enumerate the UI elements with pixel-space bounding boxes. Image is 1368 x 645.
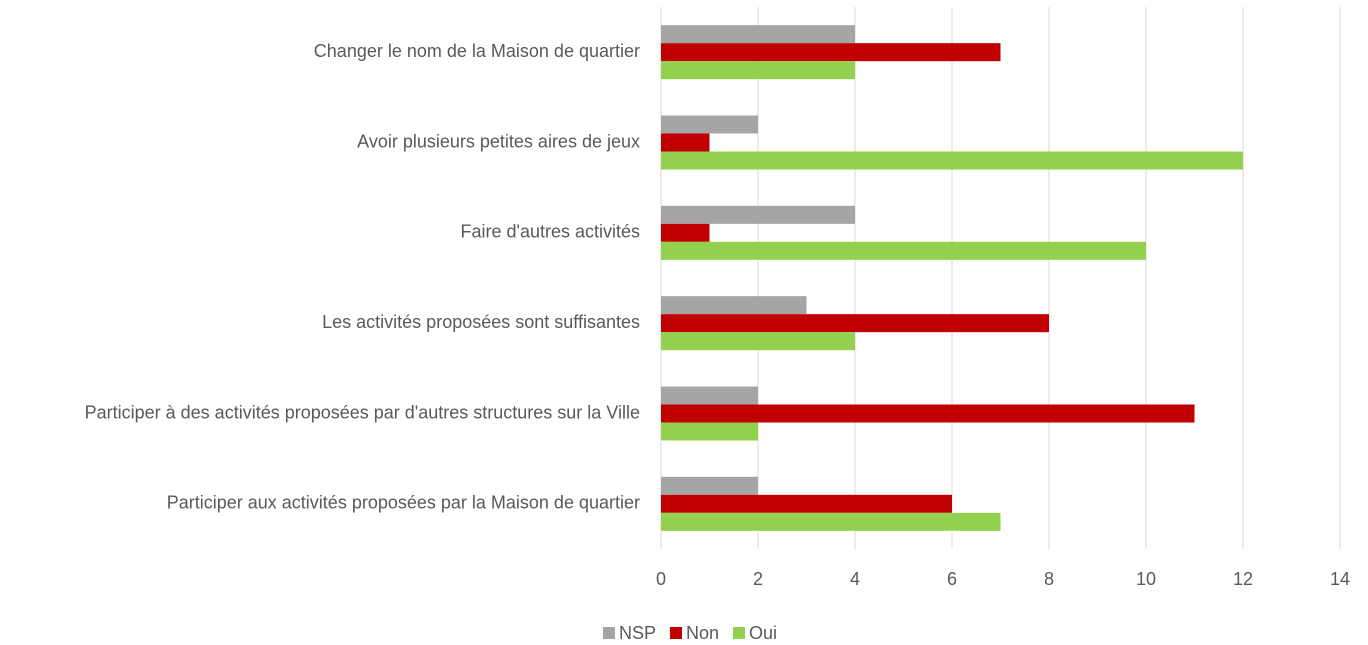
y-tick-label: Participer aux activités proposées par l… (167, 493, 640, 513)
bar (661, 25, 855, 44)
x-tick-label: 2 (753, 569, 763, 589)
bar (661, 314, 1049, 333)
bar (661, 296, 807, 315)
bar (661, 494, 952, 513)
y-tick-label: Avoir plusieurs petites aires de jeux (357, 131, 640, 151)
x-tick-label: 12 (1233, 569, 1253, 589)
y-tick-label: Faire d'autres activités (460, 222, 640, 242)
x-tick-label: 10 (1136, 569, 1156, 589)
bar (661, 422, 758, 441)
x-tick-label: 14 (1330, 569, 1350, 589)
y-tick-label: Changer le nom de la Maison de quartier (314, 41, 640, 61)
x-tick-label: 0 (656, 569, 666, 589)
bar (661, 133, 710, 152)
legend: NSP Non Oui (602, 623, 777, 643)
bar (661, 61, 855, 80)
bar (661, 115, 758, 134)
y-tick-label: Les activités proposées sont suffisantes (322, 312, 640, 332)
bar (661, 241, 1146, 260)
legend-swatch (733, 627, 746, 639)
bar (661, 476, 758, 495)
x-tick-label: 6 (947, 569, 957, 589)
x-tick-label: 8 (1044, 569, 1054, 589)
legend-label: Oui (749, 623, 777, 643)
bar (661, 386, 758, 405)
y-tick-label: Participer à des activités proposées par… (85, 402, 640, 422)
bar (661, 223, 710, 242)
legend-label: Non (686, 623, 719, 643)
x-tick-label: 4 (850, 569, 860, 589)
bar (661, 151, 1243, 170)
legend-label: NSP (619, 623, 656, 643)
bar (661, 332, 855, 351)
legend-swatch (669, 627, 682, 639)
bar (661, 205, 855, 224)
bar (661, 43, 1001, 62)
bar (661, 404, 1195, 423)
legend-swatch (602, 627, 615, 639)
bar (661, 512, 1001, 531)
